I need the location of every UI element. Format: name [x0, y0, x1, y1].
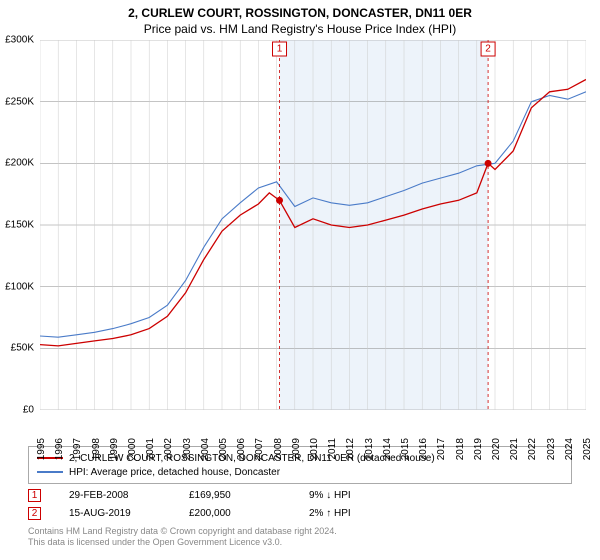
chart-title-address: 2, CURLEW COURT, ROSSINGTON, DONCASTER, … — [0, 0, 600, 20]
x-tick-label: 2007 — [254, 438, 265, 460]
x-tick-label: 1996 — [54, 438, 65, 460]
legend-swatch — [37, 471, 63, 473]
x-tick-label: 2013 — [364, 438, 375, 460]
x-tick-label: 2005 — [218, 438, 229, 460]
sale-date: 15-AUG-2019 — [69, 508, 161, 519]
footer: Contains HM Land Registry data © Crown c… — [28, 526, 572, 549]
x-tick-label: 2022 — [527, 438, 538, 460]
x-tick-label: 2016 — [418, 438, 429, 460]
x-tick-label: 2020 — [491, 438, 502, 460]
x-tick-label: 2025 — [582, 438, 593, 460]
x-tick-label: 2003 — [182, 438, 193, 460]
x-tick-label: 2019 — [473, 438, 484, 460]
x-tick-label: 2024 — [564, 438, 575, 460]
x-tick-label: 2000 — [127, 438, 138, 460]
x-tick-label: 2018 — [455, 438, 466, 460]
x-tick-label: 2002 — [163, 438, 174, 460]
x-tick-label: 1997 — [72, 438, 83, 460]
footer-line: This data is licensed under the Open Gov… — [28, 537, 572, 548]
y-tick-label: £100K — [5, 281, 34, 292]
x-axis-labels: 1995199619971998199920002001200220032004… — [40, 410, 586, 442]
legend-item: HPI: Average price, detached house, Donc… — [37, 465, 563, 479]
x-tick-label: 2017 — [436, 438, 447, 460]
sale-delta: 2% ↑ HPI — [309, 508, 401, 519]
chart-title-subtitle: Price paid vs. HM Land Registry's House … — [0, 20, 600, 40]
sale-delta: 9% ↓ HPI — [309, 490, 401, 501]
x-tick-label: 1999 — [109, 438, 120, 460]
y-tick-label: £0 — [23, 405, 34, 416]
y-tick-label: £250K — [5, 96, 34, 107]
y-tick-label: £300K — [5, 35, 34, 46]
x-tick-label: 2006 — [236, 438, 247, 460]
y-tick-label: £150K — [5, 220, 34, 231]
x-tick-label: 1998 — [91, 438, 102, 460]
footer-line: Contains HM Land Registry data © Crown c… — [28, 526, 572, 537]
sale-row: 1 29-FEB-2008 £169,950 9% ↓ HPI — [28, 486, 572, 504]
y-tick-label: £50K — [11, 343, 34, 354]
x-tick-label: 2011 — [327, 438, 338, 460]
x-tick-label: 2001 — [145, 438, 156, 460]
chart-area: 12 £0£50K£100K£150K£200K£250K£300K — [40, 40, 586, 410]
legend-label: HPI: Average price, detached house, Donc… — [69, 467, 280, 478]
x-tick-label: 2009 — [291, 438, 302, 460]
x-tick-label: 2021 — [509, 438, 520, 460]
y-tick-label: £200K — [5, 158, 34, 169]
x-tick-label: 1995 — [36, 438, 47, 460]
sale-price: £200,000 — [189, 508, 281, 519]
x-tick-label: 2010 — [309, 438, 320, 460]
sale-row: 2 15-AUG-2019 £200,000 2% ↑ HPI — [28, 504, 572, 522]
legend-label: 2, CURLEW COURT, ROSSINGTON, DONCASTER, … — [69, 453, 435, 464]
sales-table: 1 29-FEB-2008 £169,950 9% ↓ HPI 2 15-AUG… — [28, 486, 572, 522]
x-tick-label: 2004 — [200, 438, 211, 460]
x-tick-label: 2014 — [382, 438, 393, 460]
svg-text:1: 1 — [277, 44, 283, 55]
sale-price: £169,950 — [189, 490, 281, 501]
line-chart-svg: 12 — [40, 40, 586, 410]
svg-text:2: 2 — [485, 44, 491, 55]
x-tick-label: 2012 — [345, 438, 356, 460]
x-tick-label: 2008 — [273, 438, 284, 460]
sale-date: 29-FEB-2008 — [69, 490, 161, 501]
x-tick-label: 2023 — [546, 438, 557, 460]
sale-marker-icon: 2 — [28, 507, 41, 520]
sale-marker-icon: 1 — [28, 489, 41, 502]
x-tick-label: 2015 — [400, 438, 411, 460]
